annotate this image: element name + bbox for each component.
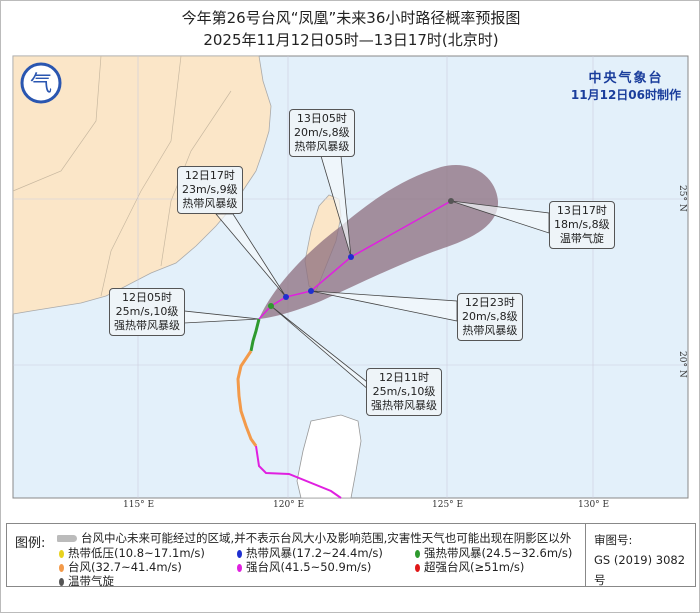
issue-time: 11月12日06时制作 [570,88,681,102]
legend-item: 超强台风(≥51m/s) [415,559,524,575]
past-track-orange [236,350,258,447]
legend-item: 台风(32.7~41.4m/s) [59,559,182,575]
svg-text:气: 气 [30,72,52,97]
label-12d05h: 12日05时 25m/s,10级 强热带风暴级 [109,288,185,336]
dot-icon [237,549,242,558]
lat-tick: 20° N [677,351,687,378]
dot-icon [415,563,420,572]
issuer-name: 中央气象台 [588,71,664,86]
legend-item: 强台风(41.5~50.9m/s) [237,559,371,575]
approval-number: 审图号: GS (2019) 3082号 [585,524,695,587]
lat-tick: 25° N [677,185,687,212]
luzon [296,414,362,499]
dot-icon [59,549,64,558]
point-12d11h[interactable] [268,303,274,309]
past-track-green [249,318,261,352]
leader-lines [183,155,550,397]
map-subtitle: 2025年11月12日05时—13日17时(北京时) [203,31,499,49]
map-title: 今年第26号台风“凤凰”未来36小时路径概率预报图 [181,9,521,27]
point-13d17h[interactable] [448,198,454,204]
lon-tick: 115° E [123,500,155,510]
mainland-china [12,55,272,315]
lon-tick: 125° E [432,500,464,510]
cone-swatch-icon [57,535,77,542]
dot-icon [59,563,64,572]
legend-item: 热带低压(10.8~17.1m/s) [59,545,205,561]
legend-item: 温带气旋 [59,573,114,589]
label-12d11h: 12日11时 25m/s,10级 强热带风暴级 [366,368,442,416]
legend-item: 热带风暴(17.2~24.4m/s) [237,545,383,561]
past-track-magenta [255,445,342,499]
label-12d17h: 12日17时 23m/s,9级 热带风暴级 [177,166,243,214]
point-13d05h[interactable] [348,254,354,260]
dot-icon [59,577,64,586]
legend-title: 图例: [15,536,46,551]
label-13d05h: 13日05时 20m/s,8级 热带风暴级 [289,109,355,157]
label-12d23h: 12日23时 20m/s,8级 热带风暴级 [457,293,523,341]
label-13d17h: 13日17时 18m/s,8级 温带气旋 [549,201,615,249]
legend-cone: 台风中心未来可能经过的区域,并不表示台风大小及影响范围,灾害性天气也可能出现在阴… [57,530,571,546]
lon-tick: 130° E [578,500,610,510]
legend: 图例: 台风中心未来可能经过的区域,并不表示台风大小及影响范围,灾害性天气也可能… [6,523,696,589]
dot-icon [237,563,242,572]
dot-icon [415,549,420,558]
cma-logo: 气 [20,62,62,104]
point-12d17h[interactable] [283,294,289,300]
lon-tick: 120° E [273,500,305,510]
point-12d23h[interactable] [308,288,314,294]
issuer: 中央气象台 11月12日06时制作 [571,67,681,103]
gridlines [13,56,688,498]
legend-item: 强热带风暴(24.5~32.6m/s) [415,545,572,561]
